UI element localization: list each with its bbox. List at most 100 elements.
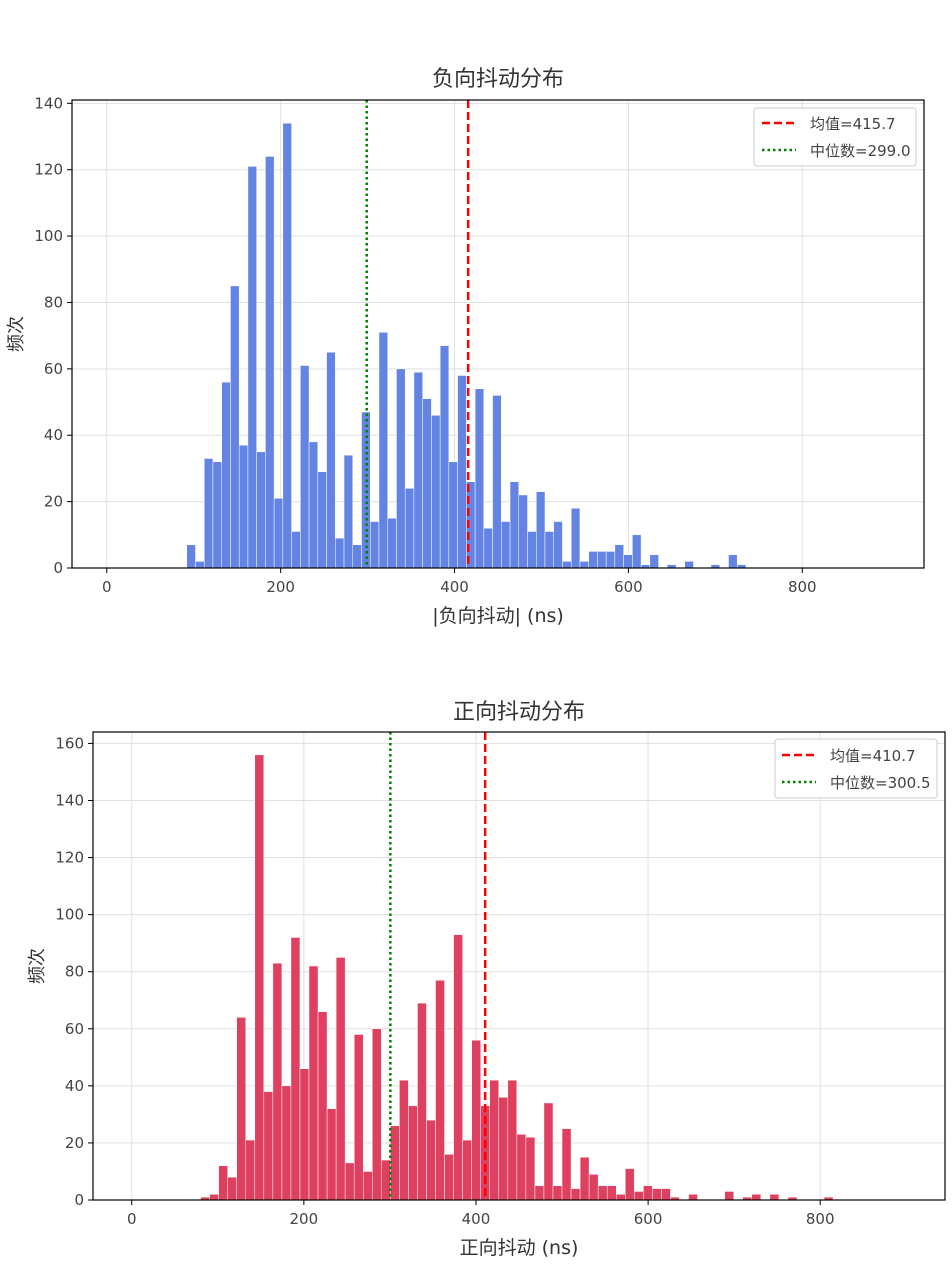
y-tick-label: 140: [55, 791, 84, 809]
histogram-bar: [439, 345, 450, 569]
x-tick-label: 600: [634, 1210, 663, 1228]
histogram-bar: [291, 531, 301, 569]
histogram-bar: [426, 1119, 436, 1201]
positive-jitter-chart: 正向抖动分布 正向抖动 (ns) 频次 0 200 400 600 800 0 20 40 60…: [27, 700, 946, 1259]
histogram-bar: [448, 461, 458, 569]
histogram-bar: [444, 1154, 454, 1201]
y-tick-label: 60: [44, 360, 63, 378]
x-axis-label: |负向抖动| (ns): [432, 605, 564, 627]
axes-frame: [71, 99, 925, 569]
histogram-bar: [509, 481, 520, 569]
histogram-bar: [281, 1085, 292, 1201]
x-tick-label: 0: [127, 1210, 137, 1228]
histogram-bar: [652, 1188, 662, 1201]
histogram-bar: [317, 471, 327, 569]
y-tick-label: 20: [65, 1134, 84, 1152]
histogram-bar: [408, 1105, 418, 1201]
negative-jitter-chart: 负向抖动分布 |负向抖动| (ns) 频次 0 200 400 600 800 0 20 40…: [6, 67, 925, 627]
histogram-bar: [625, 1168, 635, 1201]
histogram-bar: [579, 1156, 590, 1201]
legend: 均值=415.7 中位数=299.0: [753, 107, 917, 167]
histogram-bar: [643, 1185, 653, 1201]
histogram-bar: [353, 1034, 364, 1201]
histogram-bar: [728, 554, 738, 569]
histogram-bar: [404, 488, 415, 569]
histogram-bar: [501, 521, 511, 569]
histogram-bar: [218, 1165, 228, 1201]
axes-frame: [92, 731, 946, 1201]
histogram-bar: [492, 395, 502, 569]
histogram-bar: [263, 1091, 274, 1201]
histogram-bar: [632, 534, 642, 569]
histogram-bar: [209, 1194, 219, 1201]
histogram-bar: [344, 1162, 355, 1201]
histogram-bar: [614, 544, 624, 569]
y-tick-label: 40: [44, 426, 63, 444]
histogram-bar: [562, 561, 572, 569]
histogram-bar: [212, 461, 222, 569]
histogram-bar: [387, 517, 397, 569]
histogram-bar: [335, 957, 346, 1201]
histogram-bar: [272, 962, 283, 1201]
histogram-bar: [489, 1079, 500, 1201]
y-axis-label: 频次: [27, 948, 48, 984]
x-tick-label: 800: [806, 1210, 835, 1228]
y-tick-label: 0: [53, 559, 63, 577]
histogram-bar: [308, 441, 319, 569]
histogram-bar: [256, 451, 266, 569]
histogram-bar: [649, 554, 659, 569]
histogram-bar: [372, 1028, 382, 1201]
histogram-bar: [422, 398, 432, 569]
histogram-bar: [570, 508, 581, 569]
legend-box: [753, 107, 917, 167]
x-tick-label: 600: [614, 578, 643, 596]
histogram-bar: [688, 1194, 698, 1201]
histogram-bar: [623, 554, 633, 569]
histogram-bar: [245, 1139, 256, 1201]
legend: 均值=410.7 中位数=300.5: [774, 738, 938, 799]
histogram-bar: [378, 332, 388, 569]
histogram-bar: [534, 1185, 545, 1201]
histogram-bar: [507, 1079, 518, 1201]
y-tick-label: 120: [34, 161, 63, 179]
histogram-bar: [399, 1079, 409, 1201]
histogram-bar: [751, 1194, 762, 1201]
histogram-bar: [352, 544, 362, 569]
plot-area: 0 200 400 600 800 0 20 40 60 80 100 120 140 160: [55, 731, 946, 1228]
histogram-bar: [588, 551, 598, 569]
histogram-bar: [230, 285, 240, 569]
histogram-bar: [462, 1139, 472, 1201]
histogram-bar: [413, 371, 423, 569]
histogram-bar: [634, 1191, 644, 1201]
histogram-bar: [588, 1174, 599, 1201]
plot-area: 0 200 400 600 800 0 20 40 60 80 100 120 140: [34, 94, 925, 596]
histogram-bar: [290, 937, 301, 1201]
y-tick-label: 40: [65, 1077, 84, 1095]
histogram-bar: [265, 156, 275, 569]
legend-median-label: 中位数=299.0: [810, 142, 911, 160]
histogram-bar: [597, 551, 607, 569]
histogram-bar: [579, 561, 589, 569]
x-tick-label: 0: [102, 578, 112, 596]
histogram-bar: [769, 1194, 780, 1201]
y-tick-label: 100: [55, 906, 84, 924]
histogram-bar: [417, 1002, 427, 1201]
y-tick-label: 60: [65, 1020, 84, 1038]
histogram-bar: [435, 980, 445, 1201]
histogram-bar: [553, 521, 563, 569]
histogram-bar: [317, 1011, 328, 1201]
histogram-bar: [431, 415, 441, 569]
legend-mean-label: 均值=410.7: [830, 747, 916, 765]
histogram-bar: [203, 458, 214, 569]
histogram-bar: [221, 381, 231, 569]
histogram-bar: [527, 531, 537, 569]
x-tick-label: 200: [290, 1210, 319, 1228]
histogram-bar: [362, 1171, 373, 1201]
x-tick-label: 800: [788, 578, 817, 596]
y-tick-label: 20: [44, 493, 63, 511]
histogram-bar: [335, 537, 345, 569]
histogram-bar: [236, 1017, 247, 1201]
histogram-bar: [597, 1185, 608, 1201]
histogram-bar: [552, 1185, 563, 1201]
